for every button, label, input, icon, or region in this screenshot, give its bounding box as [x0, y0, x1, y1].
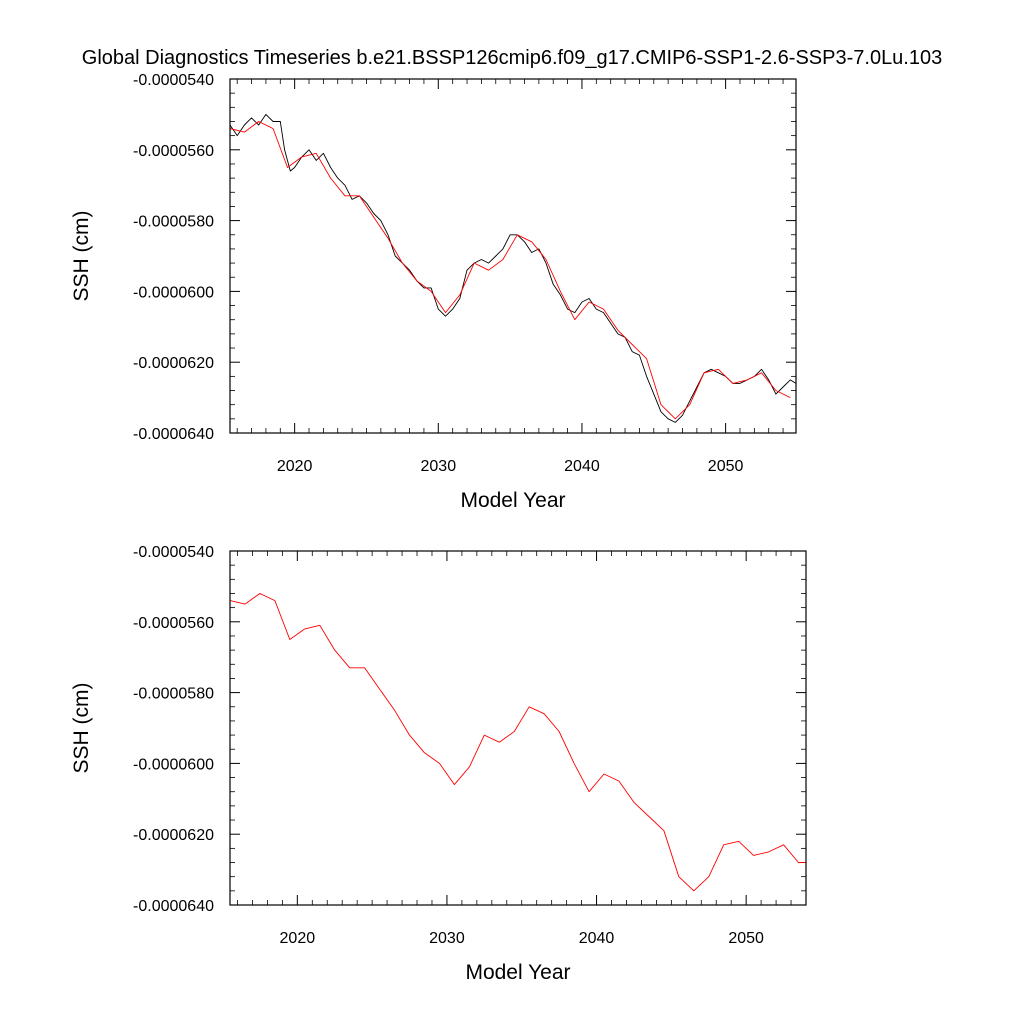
y-tick-label: -0.0000600 [133, 284, 214, 301]
x-axis-label: Model Year [465, 961, 570, 984]
figure-title: Global Diagnostics Timeseries b.e21.BSSP… [82, 47, 942, 69]
x-tick-label: 2050 [728, 930, 764, 947]
x-tick-label: 2030 [421, 458, 457, 475]
x-axis-label: Model Year [460, 489, 565, 512]
y-tick-label: -0.0000540 [133, 72, 214, 89]
x-tick-label: 2020 [277, 458, 313, 475]
y-tick-label: -0.0000580 [133, 214, 214, 231]
y-axis-label: SSH (cm) [70, 211, 93, 302]
plot-frame [229, 78, 797, 434]
y-tick-label: -0.0000580 [133, 686, 214, 703]
series-line-annual [230, 121, 791, 420]
y-tick-label: -0.0000640 [133, 426, 214, 443]
x-tick-label: 2020 [280, 930, 316, 947]
y-axis-label: SSH (cm) [70, 683, 93, 774]
y-tick-label: -0.0000620 [133, 355, 214, 372]
plot-frame [229, 550, 807, 906]
y-tick-label: -0.0000640 [133, 898, 214, 915]
x-tick-label: 2040 [564, 458, 600, 475]
major-ticks [230, 550, 806, 906]
top-panel: 2020 2030 2040 2050 -0.0000540 -0.0000560 -0.0… [70, 72, 797, 512]
x-tick-label: 2050 [708, 458, 744, 475]
bottom-panel: 2020 2030 2040 2050 -0.0000540 -0.0000560 -0.0… [70, 544, 807, 984]
y-tick-label: -0.0000620 [133, 827, 214, 844]
x-tick-label: 2040 [579, 930, 615, 947]
y-tick-label: -0.0000560 [133, 143, 214, 160]
series-line-annual [230, 593, 806, 892]
x-tick-label: 2030 [429, 930, 465, 947]
y-tick-label: -0.0000600 [133, 756, 214, 773]
y-tick-label: -0.0000560 [133, 615, 214, 632]
y-tick-label: -0.0000540 [133, 544, 214, 561]
minor-ticks [230, 79, 796, 433]
